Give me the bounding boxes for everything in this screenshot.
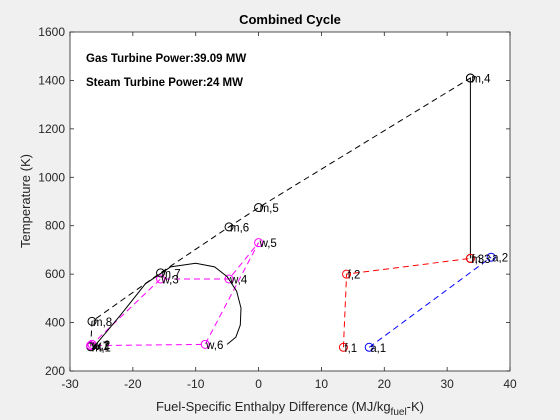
state-point-marker: [156, 274, 166, 284]
y-tick-label: 800: [45, 219, 65, 233]
state-point-marker: [254, 203, 264, 213]
state-point-label: w,7: [91, 341, 109, 353]
state-point-marker: [254, 238, 264, 248]
state-point-label: a,2: [492, 253, 508, 265]
state-point-marker: [156, 268, 166, 278]
state-point-marker: [87, 316, 97, 326]
state-point-label: w,6: [205, 340, 223, 352]
chart-title: Combined Cycle: [239, 12, 341, 27]
tick-layer: -30 -20 -10 0 10 20 30 40 200 400 600 800 1000 1200 14…: [38, 25, 517, 391]
state-point-label: w,1: [91, 341, 109, 353]
series-line: [90, 77, 471, 347]
x-tick-label: -30: [61, 377, 79, 391]
x-tick-label: 10: [315, 377, 329, 391]
state-point-marker: [338, 342, 348, 352]
steam-turbine-power-annotation: Steam Turbine Power:24 MW: [86, 77, 243, 89]
state-point-label: m,1: [92, 342, 111, 354]
state-point-marker: [364, 342, 374, 352]
state-point-label: m,6: [230, 222, 249, 234]
series-line: [368, 256, 492, 348]
series-layer: [86, 73, 496, 352]
plot-area: [70, 32, 510, 371]
y-tick-label: 1400: [38, 73, 65, 87]
series-line: [342, 257, 471, 348]
state-point-label: m,8: [93, 317, 112, 329]
y-tick-label: 400: [45, 316, 65, 330]
state-point-marker: [465, 253, 475, 263]
x-tick-label: 0: [255, 377, 262, 391]
x-tick-label: 20: [378, 377, 392, 391]
state-point-label: m,3: [471, 254, 490, 266]
state-point-marker: [200, 339, 210, 349]
series-line: [91, 262, 242, 350]
x-tick-label: -20: [124, 377, 142, 391]
x-tick-label: 40: [503, 377, 517, 391]
state-point-label: w,2: [92, 340, 110, 352]
state-point-marker: [342, 269, 352, 279]
state-point-label: m,5: [260, 203, 279, 215]
state-point-label: m,4: [471, 74, 491, 86]
axes-box: [69, 31, 511, 372]
state-point-marker: [224, 222, 234, 232]
state-point-label: w,5: [259, 238, 277, 250]
state-point-marker: [486, 252, 496, 262]
point-label-layer: m,4m,3m,5m,6m,7m,8m,1 f,1f,2f,3a,1a,2w,1w…: [91, 74, 508, 355]
state-point-label: f,2: [348, 270, 361, 282]
y-tick-label: 1200: [38, 122, 65, 136]
y-axis-label: Temperature (K): [18, 154, 33, 248]
y-tick-label: 200: [45, 364, 65, 378]
y-tick-label: 1600: [38, 25, 65, 39]
y-tick-label: 1000: [38, 170, 65, 184]
y-tick-label: 600: [45, 267, 65, 281]
state-point-marker: [465, 73, 475, 83]
x-axis-label-main: Fuel-Specific Enthalpy Difference (MJ/kg: [156, 399, 391, 414]
gas-turbine-power-annotation: Gas Turbine Power:39.09 MW: [86, 53, 246, 65]
x-axis-label: Fuel-Specific Enthalpy Difference (MJ/kg…: [156, 399, 424, 418]
state-point-label: f,1: [344, 343, 357, 355]
state-point-marker: [224, 274, 234, 284]
state-point-label: w,4: [229, 274, 248, 286]
state-point-label: f,3: [471, 254, 484, 266]
state-point-label: a,1: [370, 343, 386, 355]
x-tick-label: -10: [187, 377, 205, 391]
state-point-label: m,7: [162, 268, 181, 280]
state-point-label: w,3: [161, 274, 179, 286]
x-tick-label: 30: [440, 377, 454, 391]
x-axis-label-subscript: fuel: [391, 407, 407, 418]
x-axis-label-end: -K): [407, 399, 424, 414]
